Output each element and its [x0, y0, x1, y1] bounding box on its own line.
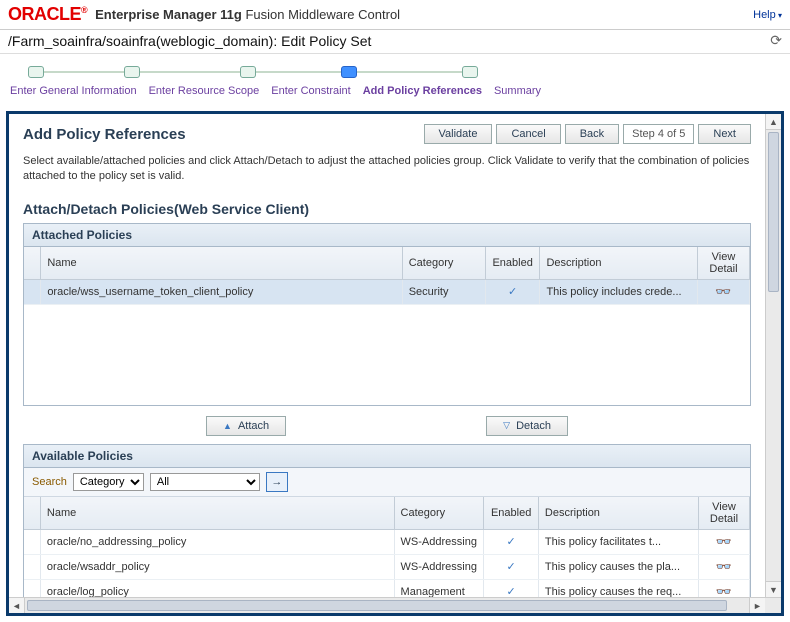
next-button[interactable]: Next: [698, 124, 751, 144]
cell-enabled: ✓: [484, 579, 539, 597]
wizard-track: [10, 62, 780, 82]
scroll-down-icon[interactable]: ▼: [766, 581, 781, 597]
attached-empty-space: [24, 305, 750, 405]
cell-name: oracle/no_addressing_policy: [40, 529, 394, 554]
cell-category: WS-Addressing: [394, 554, 484, 579]
triangle-up-icon: ▲: [223, 421, 232, 431]
search-bar: Search Category All →: [24, 468, 750, 497]
available-col-name[interactable]: Name: [40, 497, 394, 530]
cancel-button[interactable]: Cancel: [496, 124, 560, 144]
cell-description: This policy causes the pla...: [538, 554, 698, 579]
cell-description: This policy facilitates t...: [538, 529, 698, 554]
available-col-category[interactable]: Category: [394, 497, 484, 530]
scroll-right-icon[interactable]: ►: [749, 598, 765, 613]
page-description: Select available/attached policies and c…: [23, 154, 751, 185]
view-detail-icon[interactable]: 👓: [698, 529, 749, 554]
attached-table: Name Category Enabled Description View D…: [24, 247, 750, 305]
oracle-logo: ORACLE®: [8, 4, 87, 25]
table-row[interactable]: oracle/wsaddr_policyWS-Addressing✓This p…: [24, 554, 750, 579]
attach-detach-bar: ▲ Attach ▽ Detach: [23, 412, 751, 444]
wizard-node-0[interactable]: [28, 66, 44, 78]
breadcrumb-path: /Farm_soainfra/soainfra(weblogic_domain)…: [8, 33, 371, 49]
view-detail-icon[interactable]: 👓: [698, 554, 749, 579]
horizontal-scrollbar[interactable]: ◄ ►: [9, 597, 781, 613]
wizard-step-4[interactable]: Summary: [494, 85, 541, 97]
wizard-node-2[interactable]: [240, 66, 256, 78]
step-indicator: Step 4 of 5: [623, 124, 694, 144]
search-label: Search: [32, 476, 67, 488]
attach-button[interactable]: ▲ Attach: [206, 416, 286, 436]
app-header: ORACLE® Enterprise Manager 11g Fusion Mi…: [0, 0, 790, 30]
refresh-icon[interactable]: ⟳: [770, 32, 782, 49]
wizard-step-3[interactable]: Add Policy References: [363, 85, 482, 97]
cell-category: Management: [394, 579, 484, 597]
cell-enabled: ✓: [485, 279, 540, 304]
main-frame: Add Policy References Validate Cancel Ba…: [6, 111, 784, 616]
wizard-node-3[interactable]: [341, 66, 357, 78]
table-row[interactable]: oracle/log_policyManagement✓This policy …: [24, 579, 750, 597]
wizard-step-2[interactable]: Enter Constraint: [271, 85, 350, 97]
search-go-button[interactable]: →: [266, 472, 288, 492]
attached-header: Attached Policies: [24, 224, 750, 247]
attached-col-viewdetail[interactable]: View Detail: [697, 247, 749, 280]
page-title: Add Policy References: [23, 126, 186, 143]
attached-col-description[interactable]: Description: [540, 247, 697, 280]
page-header: Add Policy References Validate Cancel Ba…: [23, 124, 751, 144]
triangle-down-icon: ▽: [503, 420, 510, 431]
available-col-enabled[interactable]: Enabled: [484, 497, 539, 530]
available-col-viewdetail[interactable]: View Detail: [698, 497, 749, 530]
cell-category: WS-Addressing: [394, 529, 484, 554]
attached-col-enabled[interactable]: Enabled: [485, 247, 540, 280]
table-row[interactable]: oracle/no_addressing_policyWS-Addressing…: [24, 529, 750, 554]
cell-description: This policy causes the req...: [538, 579, 698, 597]
scroll-thumb-v[interactable]: [768, 132, 779, 292]
wizard-nav: Enter General Information Enter Resource …: [0, 54, 790, 107]
cell-category: Security: [402, 279, 485, 304]
wizard-step-0[interactable]: Enter General Information: [10, 85, 137, 97]
available-header: Available Policies: [24, 445, 750, 468]
available-panel: Available Policies Search Category All →…: [23, 444, 751, 597]
attached-col-name[interactable]: Name: [41, 247, 402, 280]
attach-label: Attach: [238, 420, 269, 432]
vertical-scrollbar[interactable]: ▲ ▼: [765, 114, 781, 597]
cell-enabled: ✓: [484, 554, 539, 579]
scroll-up-icon[interactable]: ▲: [766, 114, 781, 130]
wizard-node-4[interactable]: [462, 66, 478, 78]
detach-label: Detach: [516, 420, 551, 432]
detach-button[interactable]: ▽ Detach: [486, 416, 568, 436]
cell-name: oracle/wss_username_token_client_policy: [41, 279, 402, 304]
cell-enabled: ✓: [484, 529, 539, 554]
search-field-select[interactable]: Category: [73, 473, 144, 491]
search-value-select[interactable]: All: [150, 473, 260, 491]
wizard-labels: Enter General Information Enter Resource …: [10, 85, 780, 97]
available-col-description[interactable]: Description: [538, 497, 698, 530]
product-title: Enterprise Manager 11g Fusion Middleware…: [95, 7, 400, 22]
breadcrumb: /Farm_soainfra/soainfra(weblogic_domain)…: [0, 30, 790, 54]
view-detail-icon[interactable]: 👓: [698, 579, 749, 597]
available-table: Name Category Enabled Description View D…: [24, 497, 750, 597]
content: Add Policy References Validate Cancel Ba…: [9, 114, 765, 597]
wizard-node-1[interactable]: [124, 66, 140, 78]
cell-name: oracle/wsaddr_policy: [40, 554, 394, 579]
validate-button[interactable]: Validate: [424, 124, 493, 144]
action-buttons: Validate Cancel Back Step 4 of 5 Next: [420, 124, 752, 144]
table-row[interactable]: oracle/wss_username_token_client_policyS…: [24, 279, 750, 304]
view-detail-icon[interactable]: 👓: [697, 279, 749, 304]
scroll-left-icon[interactable]: ◄: [9, 598, 25, 613]
back-button[interactable]: Back: [565, 124, 619, 144]
wizard-step-1[interactable]: Enter Resource Scope: [149, 85, 260, 97]
help-link[interactable]: Help: [753, 9, 782, 21]
scroll-thumb-h[interactable]: [27, 600, 727, 611]
cell-name: oracle/log_policy: [40, 579, 394, 597]
attached-panel: Attached Policies Name Category Enabled …: [23, 223, 751, 406]
attached-col-category[interactable]: Category: [402, 247, 485, 280]
cell-description: This policy includes crede...: [540, 279, 697, 304]
section-title: Attach/Detach Policies(Web Service Clien…: [23, 201, 751, 217]
